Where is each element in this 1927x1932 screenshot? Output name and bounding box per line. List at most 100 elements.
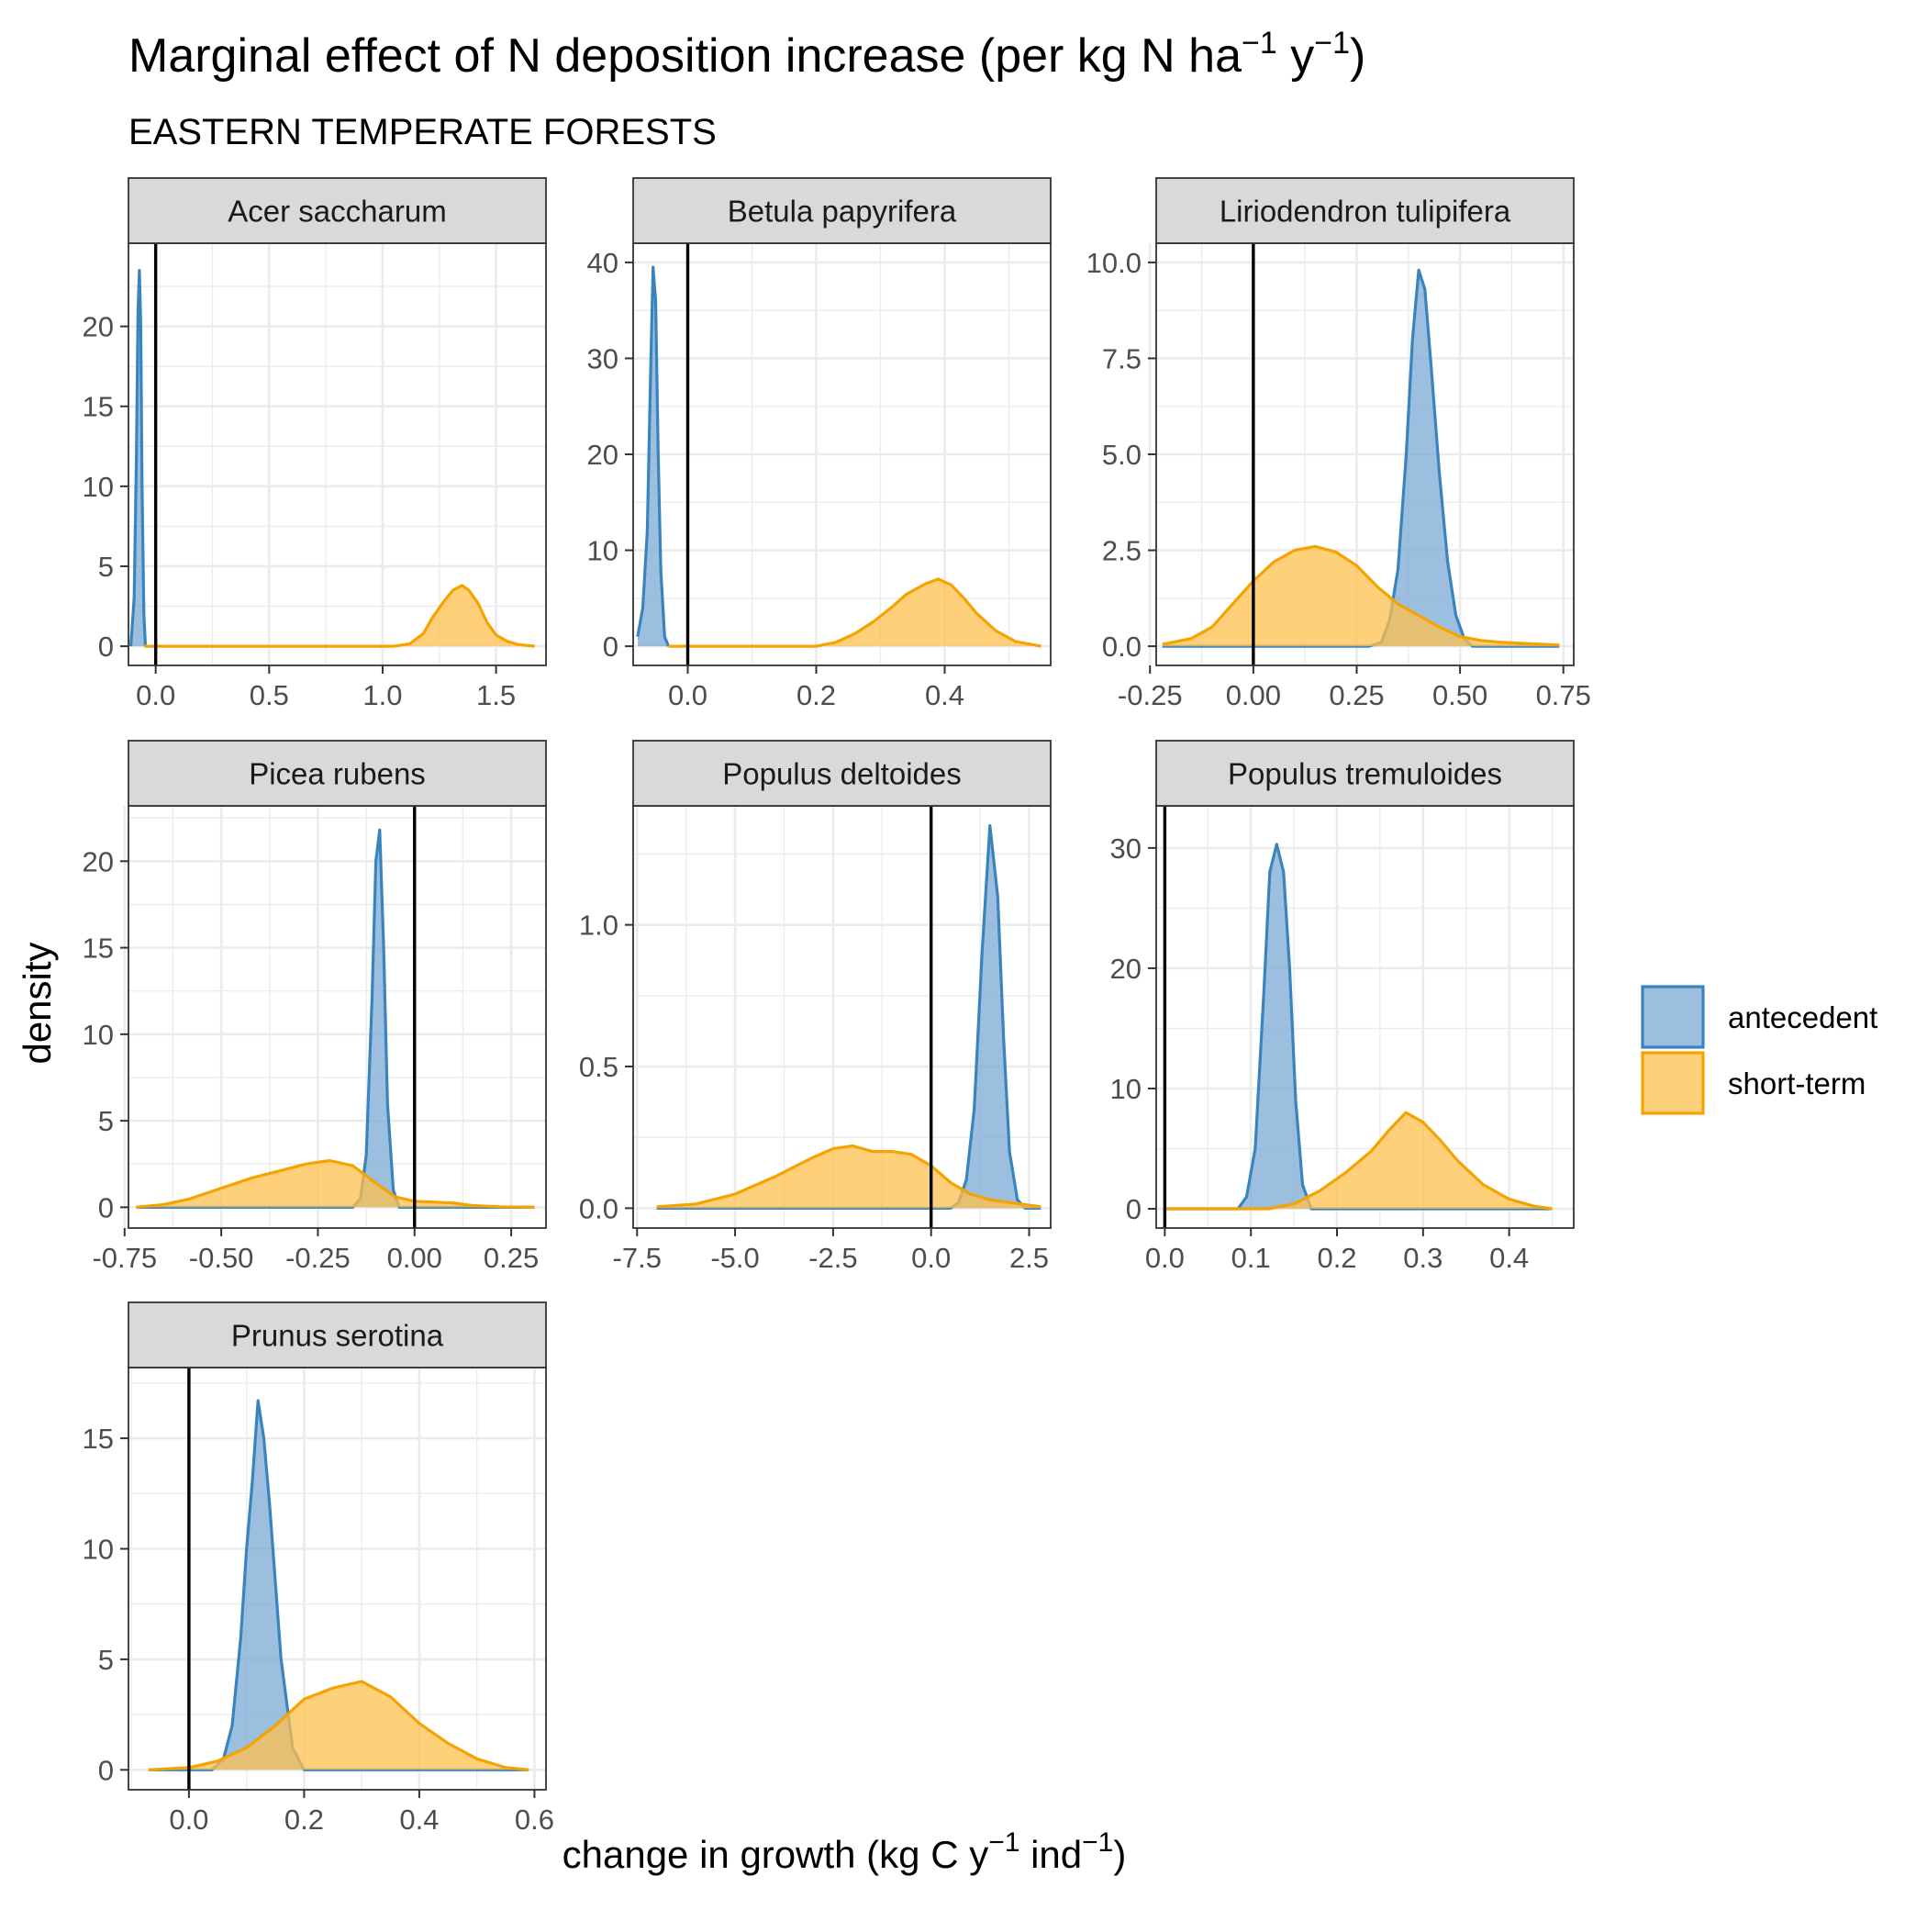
panel-betula-papyrifera: Betula papyrifera 0 10 20 30 40 0.0 0.2 0.4 (587, 177, 1052, 711)
panel-prunus-serotina: Prunus serotina 0 5 10 15 0.0 0.2 0.4 0.6 (83, 1301, 554, 1836)
x-tick-label: 0.0 (136, 679, 175, 711)
density-line-short-term (1162, 544, 1560, 647)
x-tick-label: 0.4 (399, 1804, 439, 1836)
y-tick-label: 0 (98, 1191, 114, 1223)
y-axis-title: density (16, 942, 59, 1064)
x-tick-label: 0.6 (515, 1804, 554, 1836)
y-tick-label: 15 (83, 1423, 114, 1455)
x-tick-label: -0.50 (189, 1242, 254, 1274)
y-tick-label: 20 (83, 845, 114, 877)
y-tick-label: 0.5 (579, 1051, 618, 1083)
legend-label: antecedent (1728, 1000, 1877, 1034)
x-tick-label: 2.5 (1009, 1242, 1049, 1274)
facet-strip (128, 740, 547, 807)
density-line-antecedent (636, 265, 670, 647)
y-tick-label: 0 (98, 631, 114, 663)
y-tick-label: 30 (587, 342, 618, 374)
y-tick-label: 20 (1110, 953, 1142, 985)
y-tick-label: 10 (83, 1533, 114, 1565)
y-tick-label: 5 (98, 1644, 114, 1676)
y-tick-label: 15 (83, 932, 114, 965)
density-line-short-term (656, 1144, 1041, 1209)
facet-strip-label: Betula papyrifera (728, 195, 957, 229)
legend-key-antecedent (1641, 985, 1705, 1049)
y-tick-label: 0 (98, 1754, 114, 1786)
x-tick-label: 0.0 (911, 1242, 951, 1274)
x-tick-label: 0.2 (284, 1804, 324, 1836)
panel-populus-tremuloides: Populus tremuloides 0 10 20 30 0.0 0.1 0.2 0.3 0.… (1110, 740, 1575, 1274)
density-line-short-term (1164, 1111, 1553, 1211)
facet-strip-label: Populus deltoides (722, 757, 962, 791)
x-tick-label: 0.75 (1536, 679, 1591, 711)
y-tick-label: 0 (1126, 1193, 1142, 1225)
y-tick-label: 5 (98, 1105, 114, 1137)
density-area-antecedent (1164, 843, 1553, 1209)
facet-strip (128, 1301, 547, 1368)
x-tick-label: -7.5 (613, 1242, 662, 1274)
y-tick-label: 0.0 (1102, 631, 1142, 663)
facet-panels: Acer saccharum 0 5 10 15 20 0.0 0.5 1.0 1.5 Betula… (83, 177, 1591, 1836)
density-line-antecedent (128, 269, 148, 647)
y-tick-label: 10 (83, 1019, 114, 1051)
legend-entry-antecedent: antecedent (1641, 985, 1877, 1049)
x-tick-label: -0.75 (92, 1242, 157, 1274)
facet-strip (1155, 177, 1575, 244)
density-area-antecedent (656, 825, 1041, 1209)
legend: antecedent short-term (1641, 985, 1877, 1115)
facet-strip-label: Populus tremuloides (1228, 757, 1502, 791)
density-area-short-term (668, 578, 1041, 647)
density-line-short-term (144, 584, 535, 648)
x-tick-label: 0.0 (169, 1804, 208, 1836)
x-tick-label: 0.25 (1329, 679, 1384, 711)
x-tick-label: -2.5 (808, 1242, 857, 1274)
density-line-short-term (136, 1158, 535, 1209)
density-layer (1162, 268, 1560, 648)
facet-strip (128, 177, 547, 244)
y-tick-label: 5.0 (1102, 439, 1142, 471)
density-layer (1164, 843, 1553, 1211)
density-layer (148, 1399, 529, 1771)
panel-populus-deltoides: Populus deltoides 0.0 0.5 1.0 -7.5 -5.0 -2.5 0.… (579, 740, 1052, 1274)
density-line-short-term (668, 577, 1041, 648)
x-tick-label: 0.00 (387, 1242, 442, 1274)
facet-strip (1155, 740, 1575, 807)
x-tick-label: 0.0 (1145, 1242, 1185, 1274)
y-tick-label: 10 (83, 471, 114, 503)
facet-strip (632, 177, 1052, 244)
density-area-short-term (1164, 1112, 1553, 1209)
x-tick-label: 0.50 (1432, 679, 1487, 711)
y-tick-label: 0.0 (579, 1192, 618, 1224)
density-layer (128, 269, 535, 648)
panel-picea-rubens: Picea rubens 0 5 10 15 20 -0.75 -0.50 -0.25 0.00 0… (83, 740, 547, 1274)
y-tick-label: 15 (83, 391, 114, 423)
chart-subtitle: EASTERN TEMPERATE FORESTS (128, 112, 717, 152)
density-area-short-term (1162, 546, 1560, 647)
y-tick-label: 5 (98, 551, 114, 583)
y-tick-label: 10 (1110, 1073, 1142, 1105)
x-tick-label: 0.00 (1226, 679, 1281, 711)
chart-title: Marginal effect of N deposition increase… (128, 26, 1365, 83)
density-layer (636, 265, 1041, 648)
facet-strip-label: Liriodendron tulipifera (1220, 195, 1511, 229)
x-tick-label: 0.2 (1317, 1242, 1356, 1274)
legend-entry-short-term: short-term (1641, 1051, 1866, 1115)
panel-background (128, 806, 546, 1228)
density-area-antecedent (637, 267, 669, 647)
facet-strip-label: Prunus serotina (231, 1319, 444, 1353)
density-area-short-term (136, 1160, 535, 1208)
density-layer (656, 824, 1041, 1210)
y-tick-label: 20 (587, 439, 618, 471)
panel-acer-saccharum: Acer saccharum 0 5 10 15 20 0.0 0.5 1.0 1.5 (83, 177, 547, 711)
y-tick-label: 1.0 (579, 910, 618, 942)
y-tick-label: 20 (83, 311, 114, 343)
x-tick-label: 0.1 (1231, 1242, 1271, 1274)
x-tick-label: 0.3 (1403, 1242, 1442, 1274)
density-area-short-term (656, 1145, 1041, 1209)
x-tick-label: -5.0 (710, 1242, 759, 1274)
x-tick-label: 0.0 (668, 679, 707, 711)
density-area-short-term (149, 1681, 529, 1770)
y-tick-label: 10.0 (1086, 247, 1142, 279)
density-area-short-term (144, 585, 535, 647)
y-tick-label: 40 (587, 247, 618, 279)
